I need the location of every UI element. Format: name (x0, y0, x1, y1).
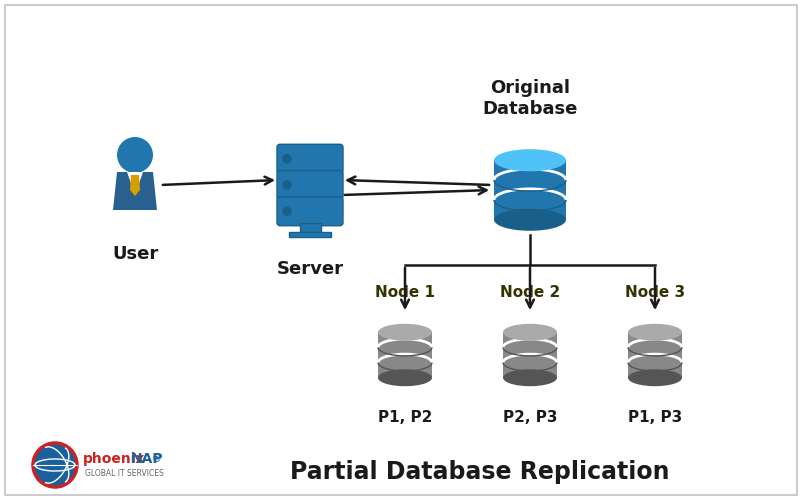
Ellipse shape (503, 324, 557, 340)
Text: phoenix: phoenix (83, 452, 145, 466)
Ellipse shape (494, 149, 566, 172)
Text: Node 1: Node 1 (375, 285, 435, 300)
Text: Node 2: Node 2 (500, 285, 560, 300)
Text: Node 3: Node 3 (625, 285, 685, 300)
Ellipse shape (628, 324, 682, 340)
FancyBboxPatch shape (628, 362, 682, 378)
FancyBboxPatch shape (494, 160, 566, 180)
FancyBboxPatch shape (299, 222, 321, 232)
FancyBboxPatch shape (494, 180, 566, 200)
FancyBboxPatch shape (503, 348, 557, 362)
Ellipse shape (494, 208, 566, 231)
Circle shape (283, 208, 291, 216)
FancyBboxPatch shape (628, 332, 682, 347)
Ellipse shape (378, 324, 432, 340)
Ellipse shape (378, 370, 432, 386)
Ellipse shape (503, 370, 557, 386)
FancyBboxPatch shape (277, 170, 343, 200)
FancyBboxPatch shape (503, 332, 557, 347)
FancyBboxPatch shape (503, 362, 557, 378)
FancyBboxPatch shape (378, 348, 432, 362)
FancyBboxPatch shape (378, 332, 432, 347)
Text: Server: Server (277, 260, 343, 278)
Polygon shape (127, 172, 143, 195)
Text: User: User (111, 245, 158, 263)
Text: P2, P3: P2, P3 (503, 410, 557, 425)
FancyBboxPatch shape (277, 144, 343, 173)
Text: NAP: NAP (131, 452, 163, 466)
Circle shape (283, 154, 291, 162)
Circle shape (117, 137, 153, 173)
Text: P1, P3: P1, P3 (628, 410, 683, 425)
FancyArrowPatch shape (163, 176, 273, 185)
FancyArrowPatch shape (401, 268, 409, 308)
Circle shape (283, 181, 291, 189)
FancyArrowPatch shape (651, 268, 659, 308)
FancyArrowPatch shape (345, 186, 487, 195)
FancyBboxPatch shape (494, 200, 566, 220)
Polygon shape (130, 175, 140, 196)
Polygon shape (113, 172, 157, 210)
FancyBboxPatch shape (628, 348, 682, 362)
FancyBboxPatch shape (289, 232, 331, 237)
FancyBboxPatch shape (378, 362, 432, 378)
FancyArrowPatch shape (526, 268, 534, 308)
Text: Partial Database Replication: Partial Database Replication (290, 460, 670, 484)
Ellipse shape (628, 370, 682, 386)
FancyBboxPatch shape (277, 197, 343, 226)
Text: Original
Database: Original Database (482, 79, 577, 118)
Circle shape (33, 443, 77, 487)
FancyArrowPatch shape (347, 176, 489, 185)
Text: ®: ® (152, 454, 162, 464)
Text: GLOBAL IT SERVICES: GLOBAL IT SERVICES (85, 470, 164, 478)
Text: P1, P2: P1, P2 (378, 410, 432, 425)
